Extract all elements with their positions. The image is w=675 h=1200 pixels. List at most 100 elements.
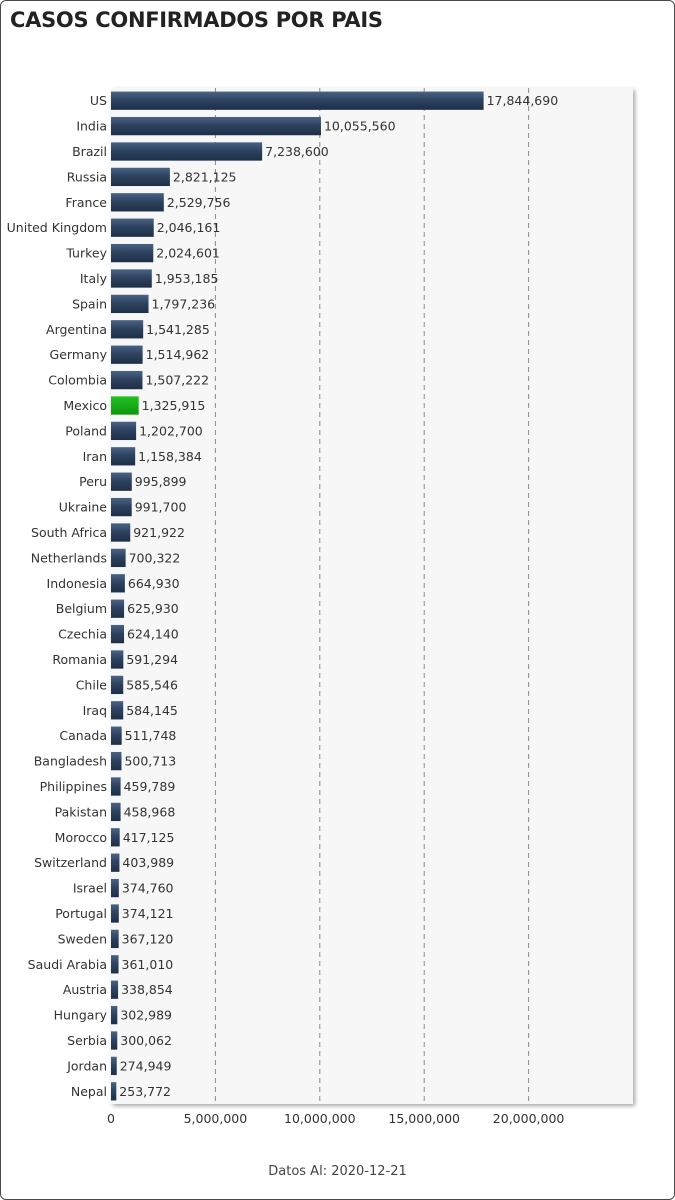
data-label: 1,158,384	[138, 449, 202, 464]
y-tick-label: US	[90, 93, 107, 108]
y-tick-label: Spain	[72, 296, 107, 311]
y-tick-label: Portugal	[55, 906, 107, 921]
data-label: 585,546	[126, 677, 178, 692]
x-tick-label: 20,000,000	[493, 1111, 565, 1126]
bar-austria	[111, 980, 119, 999]
bar-germany	[111, 345, 143, 364]
data-label: 2,024,601	[156, 246, 220, 261]
data-label: 7,238,600	[265, 144, 329, 159]
y-tick-label: Serbia	[67, 1033, 107, 1048]
y-tick-label: Iran	[83, 449, 107, 464]
bar-india	[111, 116, 321, 136]
y-tick-label: Switzerland	[34, 855, 107, 870]
y-tick-label: Indonesia	[47, 576, 107, 591]
data-label: 591,294	[126, 652, 178, 667]
data-label: 1,202,700	[139, 423, 203, 438]
x-tick-label: 10,000,000	[284, 1111, 356, 1126]
y-tick-label: Pakistan	[55, 804, 107, 819]
y-tick-label: Belgium	[56, 601, 107, 616]
y-tick-label: Saudi Arabia	[28, 957, 107, 972]
x-tick-label: 5,000,000	[184, 1111, 248, 1126]
data-label: 417,125	[123, 830, 175, 845]
y-tick-label: Romania	[52, 652, 107, 667]
bar-belgium	[111, 599, 125, 618]
x-tick-label: 15,000,000	[388, 1111, 460, 1126]
y-tick-label: Colombia	[48, 373, 107, 388]
data-label: 991,700	[135, 500, 187, 515]
y-tick-label: South Africa	[31, 525, 107, 540]
y-tick-label: Nepal	[71, 1084, 107, 1099]
bar-morocco	[111, 828, 120, 847]
bar-switzerland	[111, 853, 120, 872]
bar-philippines	[111, 777, 121, 796]
bar-ukraine	[111, 497, 132, 517]
data-label: 2,046,161	[157, 220, 221, 235]
x-axis: 0 5,000,000 10,000,000 15,000,000 20,000,000	[107, 1111, 564, 1126]
data-label: 500,713	[124, 754, 176, 769]
y-tick-label: Austria	[63, 982, 107, 997]
data-label: 302,989	[120, 1008, 172, 1023]
data-label: 625,930	[127, 601, 179, 616]
y-tick-label: France	[65, 195, 107, 210]
bar-pakistan	[111, 802, 121, 822]
data-label: 274,949	[120, 1058, 172, 1073]
bar-france	[111, 193, 164, 212]
y-tick-label: Netherlands	[31, 550, 107, 565]
bar-colombia	[111, 370, 143, 390]
y-tick-label: Argentina	[46, 322, 107, 337]
bar-turkey	[111, 243, 154, 263]
y-tick-label: Turkey	[65, 246, 107, 261]
y-tick-label: Italy	[80, 271, 108, 286]
y-tick-label: India	[76, 119, 107, 134]
bar-portugal	[111, 904, 119, 923]
bar-czechia	[111, 624, 125, 644]
data-label: 1,797,236	[152, 296, 216, 311]
bar-israel	[111, 878, 119, 898]
bar-spain	[111, 294, 149, 314]
data-date-footer: Datos Al: 2020-12-21	[268, 1164, 407, 1179]
data-label: 664,930	[128, 576, 180, 591]
data-label: 459,789	[124, 779, 176, 794]
data-label: 584,145	[126, 703, 178, 718]
data-label: 458,968	[124, 804, 176, 819]
data-label: 1,514,962	[146, 347, 210, 362]
y-tick-label: Sweden	[58, 931, 107, 946]
y-tick-label: Philippines	[40, 779, 107, 794]
bars	[111, 91, 484, 1101]
data-label: 624,140	[127, 627, 179, 642]
bar-italy	[111, 269, 152, 288]
plot-area	[111, 88, 633, 1104]
y-tick-label: Czechia	[58, 627, 107, 642]
data-label: 253,772	[119, 1084, 171, 1099]
y-tick-label: Canada	[59, 728, 107, 743]
bar-iran	[111, 447, 136, 466]
bar-iraq	[111, 701, 124, 720]
data-label: 921,922	[133, 525, 185, 540]
y-tick-label: Brazil	[72, 144, 107, 159]
bar-us	[111, 91, 484, 110]
bar-saudi-arabia	[111, 955, 119, 974]
data-label: 2,529,756	[167, 195, 231, 210]
x-tick-label: 0	[107, 1111, 115, 1126]
data-label: 1,325,915	[142, 398, 206, 413]
data-label: 300,062	[120, 1033, 172, 1048]
data-label: 367,120	[122, 931, 174, 946]
bar-argentina	[111, 320, 144, 339]
data-label: 374,121	[122, 906, 174, 921]
y-tick-label: Israel	[73, 881, 107, 896]
y-tick-label: Mexico	[63, 398, 107, 413]
y-tick-label: Chile	[76, 677, 108, 692]
data-label: 700,322	[129, 550, 181, 565]
y-tick-label: Bangladesh	[34, 754, 107, 769]
data-label: 403,989	[122, 855, 174, 870]
bar-serbia	[111, 1031, 118, 1050]
bar-south-africa	[111, 523, 131, 542]
bar-jordan	[111, 1056, 117, 1076]
data-label: 338,854	[121, 982, 173, 997]
bar-hungary	[111, 1005, 118, 1025]
data-label: 995,899	[135, 474, 187, 489]
data-label: 1,953,185	[155, 271, 219, 286]
bar-romania	[111, 650, 124, 669]
y-tick-label: Russia	[67, 169, 107, 184]
